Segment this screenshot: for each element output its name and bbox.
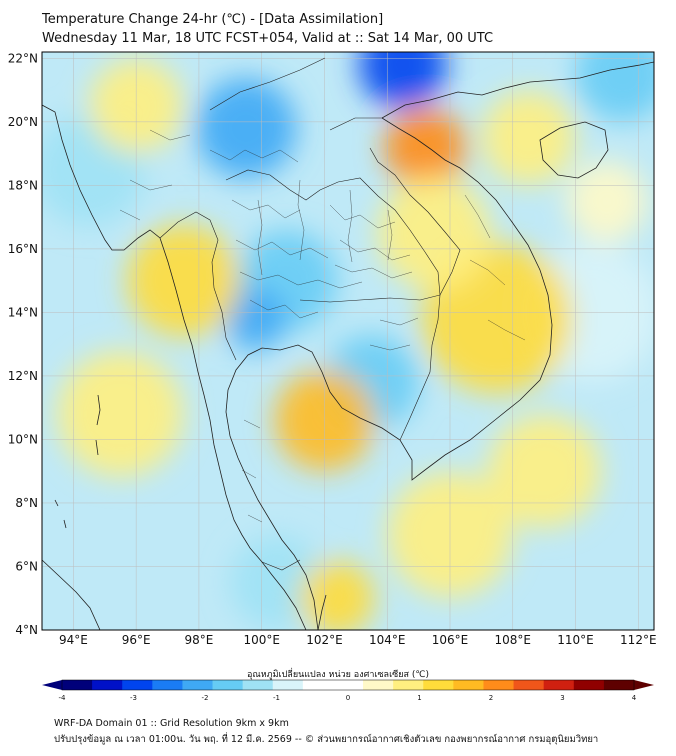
lat-tick-label: 6°N — [15, 559, 38, 573]
field-blob — [358, 52, 447, 109]
lat-tick-label: 12°N — [8, 369, 38, 383]
field-blob — [57, 351, 184, 477]
colorbar-tick-label: -3 — [130, 694, 137, 702]
colorbar-cell — [453, 680, 484, 690]
colorbar-cell — [423, 680, 454, 690]
border-thailand-cambodia — [299, 294, 441, 303]
colorbar-cell — [393, 680, 424, 690]
field-blob — [481, 90, 576, 185]
colorbar-frame — [61, 679, 635, 691]
colorbar-tick-label: 4 — [632, 694, 637, 702]
lon-tick-label: 104°E — [369, 633, 406, 647]
field-blob — [224, 287, 287, 351]
colorbar-tick-label: 2 — [489, 694, 493, 702]
lat-tick-label: 18°N — [8, 178, 38, 192]
country-borders — [159, 57, 461, 571]
colorbar-max-extend — [634, 680, 654, 690]
field-blob — [384, 106, 466, 189]
lat-tick-label: 22°N — [8, 51, 38, 65]
colorbar-cell — [242, 680, 274, 690]
colorbar-cell — [92, 680, 123, 690]
peninsula-east-coast — [317, 594, 327, 630]
lat-tick-label: 14°N — [8, 305, 38, 319]
lon-tick-label: 112°E — [620, 633, 657, 647]
colorbar-tick-label: -4 — [59, 694, 67, 702]
border-malaysia — [261, 559, 301, 571]
footer-credit: ปรับปรุงข้อมูล ณ เวลา 01:00น. วัน พฤ. ที… — [54, 734, 599, 745]
colorbar-cell — [62, 680, 93, 690]
province-boundaries — [119, 129, 526, 523]
lon-tick-label: 102°E — [306, 633, 343, 647]
lon-tick-label: 94°E — [59, 633, 88, 647]
andaman-islands — [95, 394, 101, 456]
border-myanmar-thailand — [159, 211, 237, 361]
temperature-field — [42, 52, 654, 630]
colorbar-cell — [513, 680, 545, 690]
lon-tick-label: 106°E — [432, 633, 469, 647]
colorbar-cell — [483, 680, 515, 690]
lat-tick-label: 16°N — [8, 242, 38, 256]
field-blob — [575, 52, 654, 122]
colorbar-cell — [272, 680, 304, 690]
colorbar-tick-label: 1 — [417, 694, 421, 702]
coastline-gulf — [225, 117, 553, 630]
sumatra-coast — [42, 559, 101, 630]
map-title: Temperature Change 24-hr (℃) - [Data Ass… — [42, 12, 384, 27]
lat-tick-label: 8°N — [15, 496, 38, 510]
map-subtitle: Wednesday 11 Mar, 18 UTC FCST+054, Valid… — [42, 31, 494, 46]
lat-tick-label: 4°N — [15, 623, 38, 637]
colorbar-cell — [182, 680, 214, 690]
lat-tick-label: 10°N — [8, 432, 38, 446]
coastlines — [42, 61, 654, 630]
lon-tick-label: 98°E — [184, 633, 213, 647]
colorbar-tick-label: 3 — [560, 694, 564, 702]
colorbar-cell — [363, 680, 394, 690]
colorbar-cell — [573, 680, 605, 690]
hainan-island — [539, 121, 609, 179]
lon-tick-label: 108°E — [495, 633, 532, 647]
field-blob — [126, 224, 240, 338]
colorbar-cell — [603, 680, 635, 690]
colorbar-cell — [212, 680, 244, 690]
map-gridlines — [42, 52, 654, 630]
footer-model-info: WRF-DA Domain 01 :: Grid Resolution 9km … — [54, 718, 289, 729]
coastline-south-china — [381, 61, 654, 119]
lon-tick-label: 100°E — [243, 633, 280, 647]
coastline-west — [42, 104, 307, 630]
colorbar-tick-label: -1 — [273, 694, 280, 702]
colorbar-cell — [543, 680, 575, 690]
map-frame — [41, 51, 655, 631]
border-laos-vietnam — [369, 147, 461, 296]
lon-tick-label: 96°E — [122, 633, 151, 647]
colorbar-cell — [332, 680, 364, 690]
colorbar-label: อุณหภูมิเปลี่ยนแปลง หน่วย องศาเซลเซียส (… — [246, 670, 430, 680]
colorbar: -4 -3 -2 -1 0 1 2 3 4 — [42, 679, 654, 702]
nicobar-islands — [54, 499, 67, 529]
colorbar-cell — [152, 680, 183, 690]
border-china — [209, 57, 382, 131]
border-thailand-laos — [225, 169, 441, 296]
lat-tick-label: 20°N — [8, 115, 38, 129]
map-axes: 4°N 6°N 8°N 10°N 12°N 14°N 16°N 18°N 20°N 22°N 94°… — [8, 51, 657, 647]
colorbar-tick-label: -2 — [202, 694, 209, 702]
field-blob — [299, 560, 375, 630]
border-cambodia-vietnam — [399, 294, 441, 441]
field-blob — [195, 78, 297, 179]
field-blob — [377, 176, 491, 290]
colorbar-min-extend — [42, 680, 62, 690]
colorbar-cell — [122, 680, 153, 690]
lon-tick-label: 110°E — [557, 633, 594, 647]
colorbar-cell — [302, 680, 334, 690]
field-blob — [566, 160, 648, 243]
colorbar-tick-label: 0 — [346, 694, 350, 702]
field-blob — [487, 414, 601, 528]
